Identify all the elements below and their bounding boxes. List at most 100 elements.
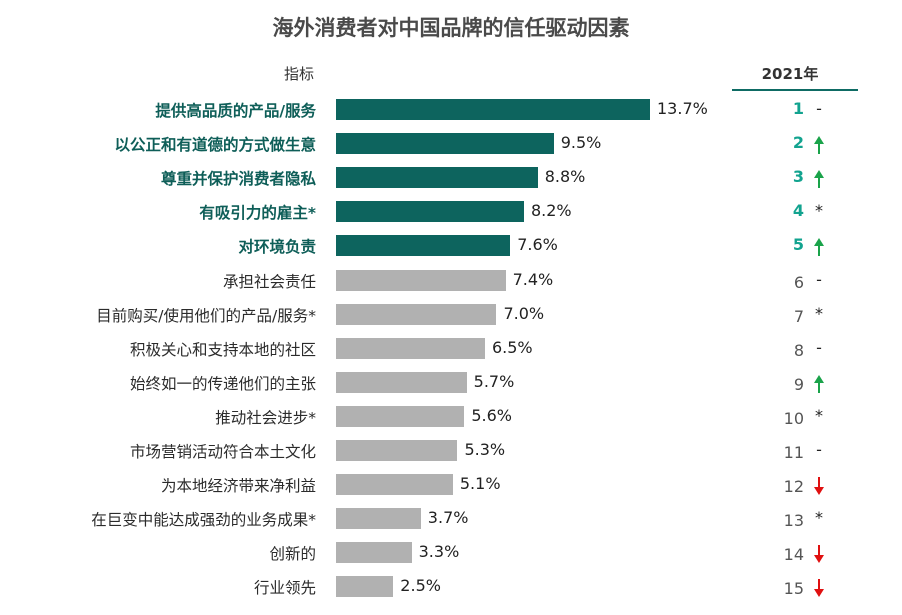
new-indicator-icon: *	[815, 405, 823, 425]
value-label: 3.3%	[418, 542, 460, 562]
no-change-icon: -	[816, 99, 822, 118]
rank-number: 3	[792, 167, 804, 187]
category-label: 对环境负责	[238, 238, 316, 257]
rank-number: 8	[793, 340, 804, 360]
no-change-icon: -	[816, 440, 822, 459]
trend-indicator	[812, 169, 826, 189]
bar-row: 以公正和有道德的方式做生意 9.5% 2	[0, 129, 902, 159]
bar-row: 在巨变中能达成强劲的业务成果* 3.7% 13 *	[0, 504, 902, 534]
up-arrow-icon-1	[814, 136, 824, 155]
bar-row: 行业领先 2.5% 15	[0, 572, 902, 602]
down-arrow-icon-11	[814, 477, 824, 496]
category-label: 行业领先	[253, 579, 316, 598]
category-label: 始终如一的传递他们的主张	[129, 374, 316, 393]
rank-number: 12	[783, 477, 804, 497]
category-label: 尊重并保护消费者隐私	[160, 170, 316, 189]
trend-indicator	[812, 578, 826, 598]
up-arrow-icon-2	[814, 170, 824, 189]
category-label: 积极关心和支持本地的社区	[129, 340, 316, 359]
up-arrow-icon-4	[814, 238, 824, 257]
bar	[336, 201, 524, 223]
category-label: 目前购买/使用他们的产品/服务*	[96, 306, 316, 325]
rank-number: 13	[783, 511, 804, 531]
bar	[336, 269, 506, 291]
bar	[336, 542, 412, 564]
bar-row: 为本地经济带来净利益 5.1% 12	[0, 470, 902, 500]
down-arrow-icon-13	[814, 545, 824, 564]
rank-number: 15	[783, 579, 804, 599]
rank-number: 5	[792, 235, 804, 255]
value-label: 8.8%	[544, 167, 586, 187]
category-label: 有吸引力的雇主*	[199, 204, 316, 223]
bar	[336, 440, 458, 461]
trend-indicator	[812, 135, 826, 155]
category-label: 以公正和有道德的方式做生意	[114, 136, 316, 155]
value-label: 2.5%	[400, 576, 441, 596]
indicator-column-header: 指标	[283, 65, 314, 83]
category-label: 在巨变中能达成强劲的业务成果*	[91, 511, 316, 530]
new-indicator-icon: *	[815, 508, 823, 528]
trend-indicator	[812, 374, 826, 394]
bar-row: 有吸引力的雇主* 8.2% 4 *	[0, 197, 902, 227]
trend-indicator: *	[812, 405, 826, 428]
trend-indicator	[812, 476, 826, 496]
rank-number: 11	[783, 443, 804, 462]
bar-row: 市场营销活动符合本土文化 5.3% 11-	[0, 436, 902, 466]
category-label: 承担社会责任	[222, 272, 316, 291]
trend-indicator: -	[812, 101, 826, 121]
bar	[336, 508, 421, 530]
value-label: 5.3%	[464, 440, 506, 459]
trend-indicator: *	[812, 203, 826, 223]
value-label: 13.7%	[657, 99, 708, 118]
value-label: 9.5%	[560, 133, 602, 153]
rank-header-underline	[732, 89, 858, 91]
no-change-icon: -	[816, 269, 822, 289]
rank-number: 2	[792, 133, 804, 153]
value-label: 3.7%	[427, 508, 469, 528]
category-label: 创新的	[269, 545, 316, 564]
bar-row: 目前购买/使用他们的产品/服务* 7.0% 7 *	[0, 300, 902, 330]
bar	[336, 235, 511, 257]
bar-row: 始终如一的传递他们的主张 5.7% 9	[0, 368, 902, 398]
bar-row: 积极关心和支持本地的社区 6.5% 8-	[0, 334, 902, 364]
up-arrow-icon-8	[814, 374, 824, 393]
trend-indicator	[812, 544, 826, 564]
rank-number: 14	[783, 545, 804, 565]
value-label: 8.2%	[530, 201, 572, 221]
rank-number: 4	[792, 201, 804, 221]
trend-indicator: *	[812, 305, 826, 326]
trend-indicator: -	[812, 269, 826, 292]
chart-title: 海外消费者对中国品牌的信任驱动因素	[272, 16, 630, 40]
category-label: 提供高品质的产品/服务	[155, 102, 316, 120]
rank-year-header: 2021年	[761, 65, 819, 83]
bar-row: 创新的 3.3% 14	[0, 538, 902, 568]
trend-indicator: *	[812, 510, 826, 530]
bar-row: 推动社会进步* 5.6% 10 *	[0, 402, 902, 432]
rank-number: 1	[792, 99, 804, 118]
bar-row: 承担社会责任 7.4% 6-	[0, 266, 902, 296]
bar	[336, 133, 554, 155]
value-label: 6.5%	[491, 337, 533, 357]
value-label: 5.7%	[473, 371, 515, 391]
rank-number: 9	[793, 374, 804, 394]
rank-number: 6	[793, 272, 804, 292]
bar	[336, 337, 485, 359]
category-label: 为本地经济带来净利益	[160, 477, 316, 496]
trend-indicator: -	[812, 339, 826, 360]
value-label: 7.4%	[512, 269, 554, 289]
value-label: 5.1%	[459, 474, 501, 494]
new-indicator-icon: *	[815, 201, 823, 221]
bar	[336, 371, 467, 393]
bar-row: 提供高品质的产品/服务 13.7% 1-	[0, 95, 902, 125]
rank-number: 7	[793, 306, 804, 326]
value-label: 5.6%	[471, 405, 512, 425]
value-label: 7.0%	[503, 303, 545, 323]
bar	[336, 303, 497, 325]
bar	[336, 167, 538, 189]
trend-indicator	[812, 237, 826, 257]
bar	[336, 99, 650, 120]
rank-number: 10	[783, 408, 804, 428]
bar-row: 尊重并保护消费者隐私 8.8% 3	[0, 163, 902, 193]
value-label: 7.6%	[517, 235, 558, 255]
bar	[336, 576, 394, 598]
